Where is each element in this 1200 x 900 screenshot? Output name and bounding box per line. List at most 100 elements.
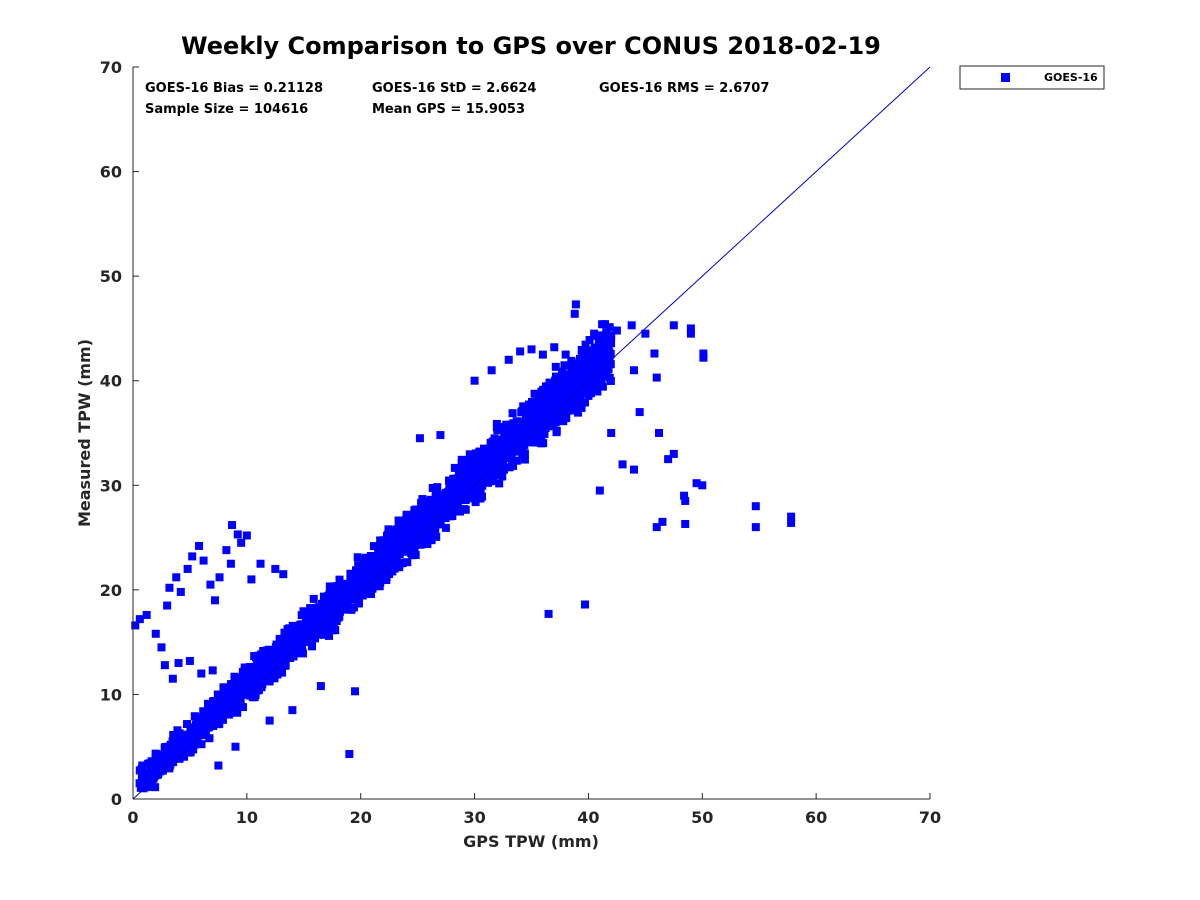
- data-point: [494, 435, 503, 444]
- data-point: [598, 371, 607, 380]
- data-point: [475, 473, 484, 482]
- data-point: [516, 347, 525, 356]
- data-point: [195, 727, 204, 736]
- data-point: [328, 608, 337, 617]
- data-point: [288, 706, 297, 715]
- data-point: [247, 689, 256, 698]
- data-point: [552, 407, 561, 416]
- data-point: [420, 534, 429, 543]
- data-point: [576, 362, 585, 371]
- data-point: [240, 689, 249, 698]
- data-point: [606, 360, 615, 369]
- data-point: [432, 504, 441, 513]
- data-point: [284, 630, 293, 639]
- data-point: [209, 701, 218, 710]
- data-point: [320, 618, 329, 627]
- data-point: [496, 465, 505, 474]
- data-point: [335, 575, 344, 584]
- data-point: [469, 457, 478, 466]
- data-point: [205, 734, 214, 743]
- data-point: [445, 476, 454, 485]
- data-point: [474, 483, 483, 492]
- data-point: [595, 486, 604, 495]
- data-point: [508, 440, 517, 449]
- data-point: [188, 552, 197, 561]
- data-point: [420, 501, 429, 510]
- data-point: [604, 364, 613, 373]
- data-point: [327, 600, 336, 609]
- data-point: [245, 684, 254, 693]
- y-tick-label-0: 0: [111, 790, 122, 809]
- data-point: [274, 664, 283, 673]
- data-point: [205, 723, 214, 732]
- data-point: [264, 649, 273, 658]
- data-point: [355, 582, 364, 591]
- x-tick-label-2: 20: [350, 808, 372, 827]
- data-point: [527, 438, 536, 447]
- data-point: [313, 606, 322, 615]
- data-point: [361, 585, 370, 594]
- data-point: [527, 345, 536, 354]
- data-point: [271, 564, 280, 573]
- data-point: [230, 672, 239, 681]
- data-point: [455, 507, 464, 516]
- data-points: [131, 66, 931, 800]
- data-point: [568, 406, 577, 415]
- data-point: [220, 688, 229, 697]
- data-point: [354, 599, 363, 608]
- legend-marker: [1001, 73, 1010, 82]
- data-point: [553, 412, 562, 421]
- data-point: [264, 669, 273, 678]
- data-point: [459, 477, 468, 486]
- data-point: [252, 653, 261, 662]
- data-point: [652, 373, 661, 382]
- data-point: [241, 685, 250, 694]
- data-point: [582, 367, 591, 376]
- data-point: [419, 516, 428, 525]
- data-point: [226, 692, 235, 701]
- data-point: [591, 345, 600, 354]
- data-point: [448, 493, 457, 502]
- y-tick-label-1: 10: [100, 685, 122, 704]
- data-point: [269, 667, 278, 676]
- data-point: [206, 580, 215, 589]
- data-point: [228, 521, 237, 530]
- data-point: [680, 491, 689, 500]
- data-point: [259, 647, 268, 656]
- data-point: [650, 349, 659, 358]
- data-point: [176, 587, 185, 596]
- data-point: [343, 582, 352, 591]
- data-point: [546, 403, 555, 412]
- data-point: [403, 541, 412, 550]
- data-point: [546, 387, 555, 396]
- data-point: [242, 531, 251, 540]
- data-point: [307, 624, 316, 633]
- data-point: [209, 697, 218, 706]
- data-point: [279, 661, 288, 670]
- data-point: [441, 506, 450, 515]
- data-point: [328, 626, 337, 635]
- data-point: [531, 429, 540, 438]
- x-axis-label: GPS TPW (mm): [463, 832, 599, 851]
- data-point: [381, 556, 390, 565]
- data-point: [502, 443, 511, 452]
- data-point: [538, 350, 547, 359]
- data-point: [167, 753, 176, 762]
- data-point: [361, 577, 370, 586]
- data-point: [260, 657, 269, 666]
- data-point: [310, 629, 319, 638]
- data-point: [508, 409, 517, 418]
- data-point: [537, 432, 546, 441]
- data-point: [474, 464, 483, 473]
- data-point: [478, 466, 487, 475]
- data-point: [397, 526, 406, 535]
- data-point: [210, 596, 219, 605]
- y-tick-label-2: 20: [100, 581, 122, 600]
- data-point: [144, 777, 153, 786]
- data-point: [538, 394, 547, 403]
- data-point: [518, 446, 527, 455]
- data-point: [465, 465, 474, 474]
- data-point: [305, 611, 314, 620]
- data-point: [526, 431, 535, 440]
- data-point: [681, 519, 690, 528]
